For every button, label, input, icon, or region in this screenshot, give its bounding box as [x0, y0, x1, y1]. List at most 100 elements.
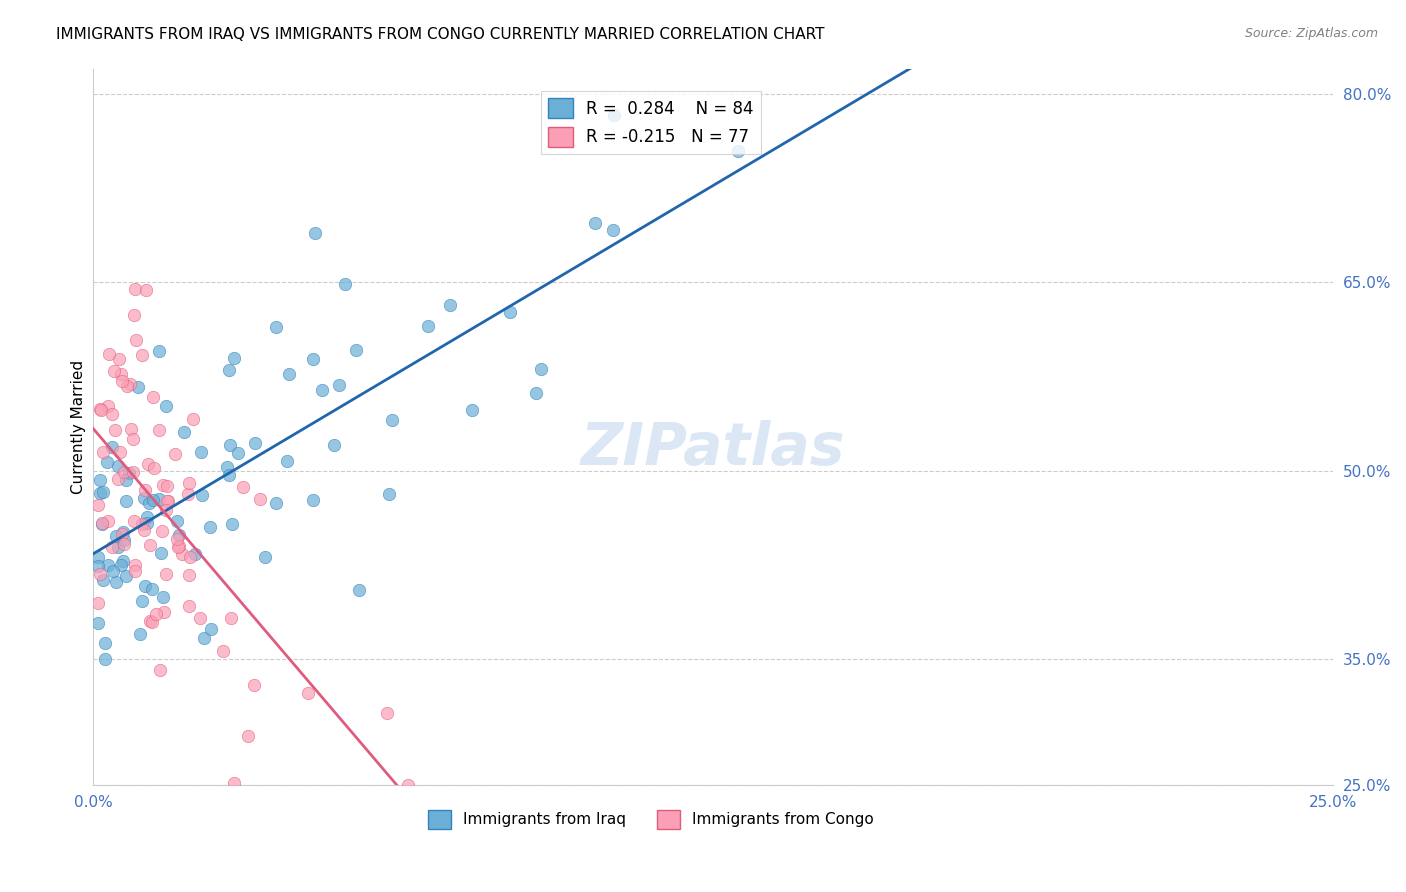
Point	[136, 516, 159, 530]
Point	[101, 564, 124, 578]
Point	[96, 399, 118, 413]
Point	[184, 548, 207, 562]
Point	[104, 575, 127, 590]
Point	[124, 558, 146, 572]
Point	[142, 460, 165, 475]
Point	[87, 559, 110, 574]
Point	[91, 517, 114, 532]
Point	[301, 352, 323, 367]
Point	[91, 574, 114, 588]
Point	[148, 491, 170, 506]
Point	[124, 282, 146, 296]
Point	[108, 445, 131, 459]
Point	[89, 402, 111, 417]
Point	[304, 227, 326, 241]
Point	[177, 568, 200, 582]
Point	[149, 664, 172, 678]
Point	[111, 527, 134, 541]
Legend: Immigrants from Iraq, Immigrants from Congo: Immigrants from Iraq, Immigrants from Co…	[422, 804, 880, 835]
Point	[166, 532, 188, 546]
Point	[602, 222, 624, 236]
Point	[181, 412, 204, 426]
Point	[173, 425, 195, 439]
Point	[104, 528, 127, 542]
Point	[236, 729, 259, 743]
Point	[347, 582, 370, 597]
Point	[157, 494, 180, 508]
Point	[114, 465, 136, 479]
Point	[243, 678, 266, 692]
Point	[103, 364, 125, 378]
Point	[219, 438, 242, 452]
Point	[344, 343, 367, 357]
Point	[98, 347, 121, 361]
Point	[108, 352, 131, 367]
Point	[138, 614, 160, 628]
Point	[179, 550, 201, 565]
Point	[177, 487, 200, 501]
Point	[97, 558, 120, 573]
Point	[375, 706, 398, 720]
Point	[266, 320, 288, 334]
Point	[177, 599, 200, 613]
Point	[603, 108, 626, 122]
Point	[107, 540, 129, 554]
Point	[138, 496, 160, 510]
Point	[110, 558, 132, 572]
Point	[302, 493, 325, 508]
Point	[177, 475, 200, 490]
Point	[150, 546, 173, 560]
Point	[136, 457, 159, 471]
Point	[297, 686, 319, 700]
Point	[101, 407, 124, 421]
Point	[530, 362, 553, 376]
Point	[152, 605, 174, 619]
Point	[167, 539, 190, 553]
Point	[118, 466, 141, 480]
Point	[134, 483, 156, 497]
Point	[115, 379, 138, 393]
Point	[96, 455, 118, 469]
Point	[89, 567, 111, 582]
Point	[141, 615, 163, 630]
Point	[276, 453, 298, 467]
Point	[155, 502, 177, 516]
Point	[150, 524, 173, 538]
Point	[156, 494, 179, 508]
Point	[278, 367, 301, 381]
Point	[87, 498, 110, 512]
Point	[381, 413, 404, 427]
Point	[125, 334, 148, 348]
Point	[221, 516, 243, 531]
Point	[190, 611, 212, 625]
Point	[100, 440, 122, 454]
Point	[93, 652, 115, 666]
Point	[212, 644, 235, 658]
Text: Source: ZipAtlas.com: Source: ZipAtlas.com	[1244, 27, 1378, 40]
Point	[87, 616, 110, 631]
Point	[461, 402, 484, 417]
Point	[112, 524, 135, 539]
Point	[138, 538, 160, 552]
Point	[112, 533, 135, 548]
Point	[198, 520, 221, 534]
Point	[328, 377, 350, 392]
Point	[122, 308, 145, 322]
Point	[89, 486, 111, 500]
Point	[170, 547, 193, 561]
Point	[218, 363, 240, 377]
Point	[727, 144, 749, 158]
Point	[311, 383, 333, 397]
Point	[142, 493, 165, 508]
Point	[124, 564, 146, 578]
Point	[193, 631, 215, 645]
Point	[215, 459, 238, 474]
Point	[115, 569, 138, 583]
Point	[155, 479, 177, 493]
Point	[439, 298, 461, 312]
Point	[169, 528, 191, 542]
Point	[104, 423, 127, 437]
Point	[333, 277, 356, 291]
Point	[112, 554, 135, 568]
Point	[122, 433, 145, 447]
